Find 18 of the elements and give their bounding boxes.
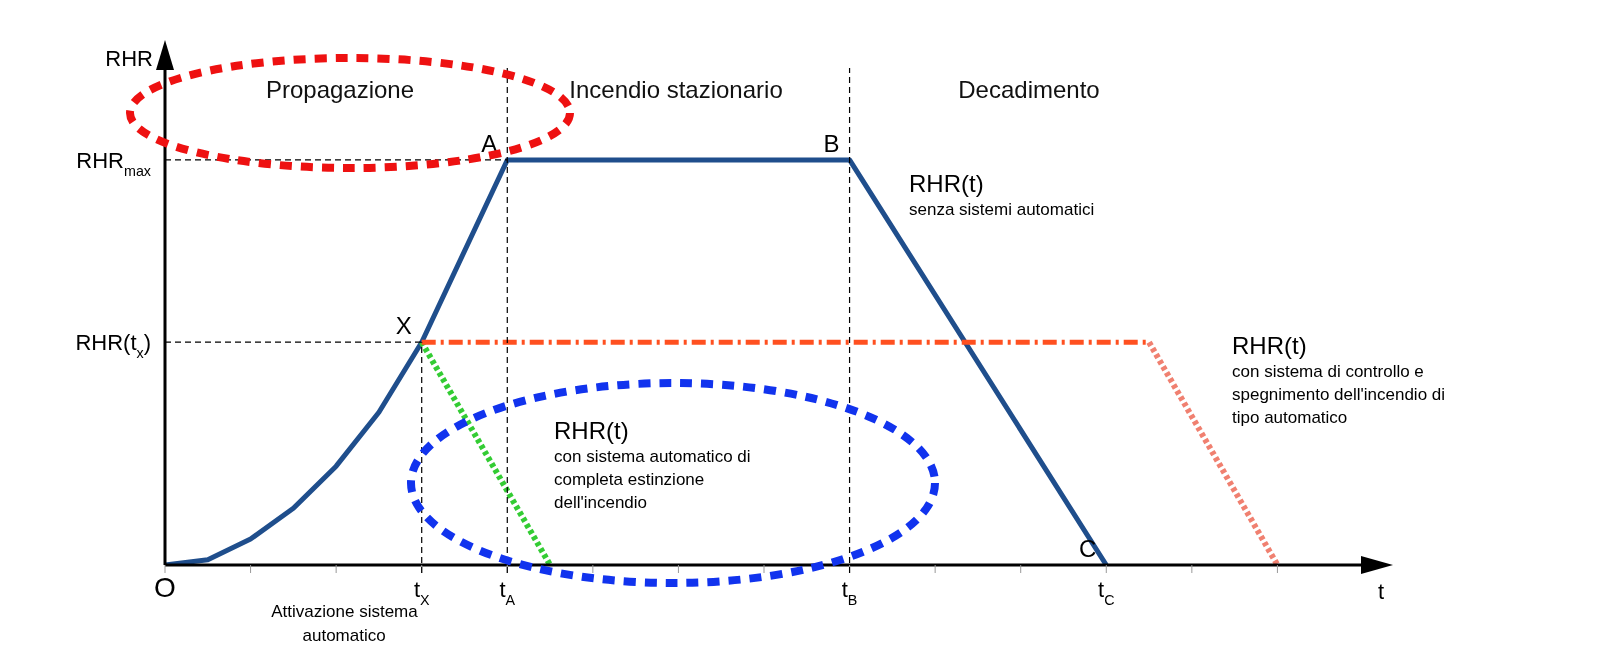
- x-axis-title: t: [1377, 579, 1385, 604]
- x-tick-label: t$_{A}$: [499, 577, 516, 608]
- x-tick-label: t$_{B}$: [841, 577, 858, 608]
- annotation: B: [823, 129, 840, 157]
- y-axis-title: RHR: [105, 46, 153, 71]
- x-tick-label: t$_{C}$: [1098, 577, 1115, 608]
- annotation: RHR(t) senza sistemi automatici: [909, 170, 1095, 219]
- annotation: RHR(t) con sistema automatico di completa estinzione dell'incendio: [554, 417, 751, 512]
- ref-line-label: RHR$_{max}$: [76, 147, 151, 179]
- annotation: A: [481, 129, 498, 157]
- ref-line-label: RHR(t$_{x}$): [75, 330, 151, 362]
- text: Decadimento: [958, 76, 1100, 103]
- annotation: X: [395, 312, 412, 340]
- x-tick-label: O: [154, 572, 176, 603]
- annotation: RHR(t) con sistema di controllo e spegnimento dell'incendio di tipo automatico: [1232, 332, 1446, 427]
- text: Incendio stazionario: [569, 76, 783, 103]
- text: Propagazione: [265, 76, 415, 103]
- annotation: C: [1078, 535, 1097, 562]
